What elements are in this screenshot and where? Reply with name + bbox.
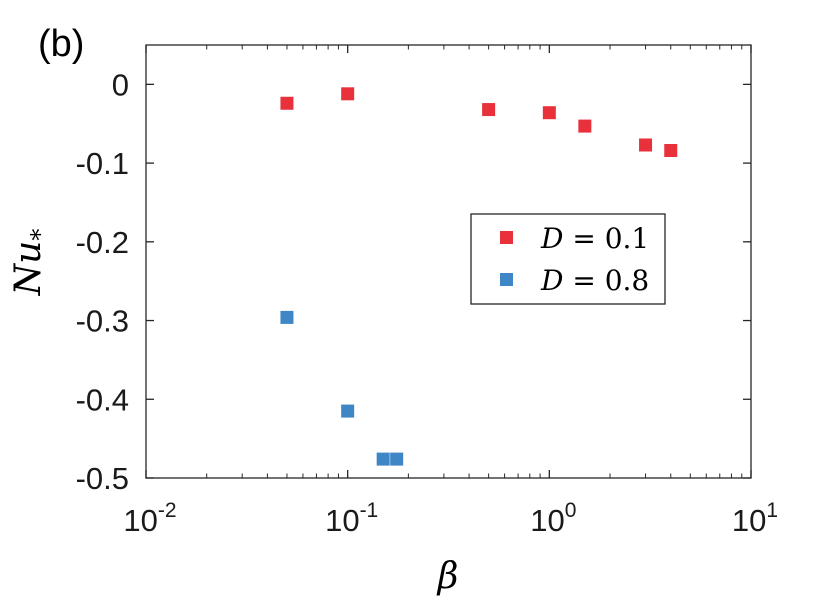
legend-label-d01: D = 0.1 xyxy=(540,222,649,255)
y-axis-tick-labels: 0 -0.1 -0.2 -0.3 -0.4 -0.5 xyxy=(76,67,129,496)
data-point xyxy=(639,138,653,152)
y-tick-label: -0.5 xyxy=(76,461,129,496)
data-point xyxy=(390,452,404,466)
x-axis-label: β xyxy=(436,556,459,597)
x-tick-label: 100 xyxy=(530,499,576,538)
y-axis-label: Nu* xyxy=(8,229,54,297)
data-point xyxy=(280,96,294,110)
legend-value-d01: = 0.1 xyxy=(563,222,649,255)
x-tick-label: 10-1 xyxy=(325,499,378,538)
y-tick-label: -0.2 xyxy=(76,225,129,260)
data-point xyxy=(341,404,355,418)
plot-frame xyxy=(145,44,752,479)
legend-marker-d01 xyxy=(500,231,513,244)
panel-label: (b) xyxy=(38,23,84,65)
legend-marker-d08 xyxy=(500,273,513,286)
series-d01 xyxy=(280,87,678,157)
legend: D = 0.1 D = 0.8 xyxy=(470,213,666,305)
data-point xyxy=(578,119,592,133)
series-d08 xyxy=(280,310,404,466)
legend-label-d08: D = 0.8 xyxy=(540,264,649,297)
y-tick-label: 0 xyxy=(112,67,129,102)
y-axis-label-main: Nu xyxy=(8,241,49,297)
legend-var-d01: D xyxy=(540,222,563,255)
data-point xyxy=(664,143,678,157)
y-tick-label: -0.4 xyxy=(76,382,129,417)
data-point xyxy=(341,87,355,101)
x-tick-label: 101 xyxy=(732,499,778,538)
x-axis-ticks xyxy=(145,45,752,478)
x-tick-label: 10-2 xyxy=(123,499,176,538)
data-series xyxy=(280,87,678,466)
data-point xyxy=(376,452,390,466)
legend-value-d08: = 0.8 xyxy=(563,264,649,297)
y-tick-label: -0.3 xyxy=(76,304,129,339)
y-axis-label-subscript: * xyxy=(26,229,54,241)
data-point xyxy=(542,106,556,120)
legend-box xyxy=(470,213,666,305)
data-point xyxy=(482,103,496,117)
x-axis-tick-labels: 10-2 10-1 100 101 xyxy=(123,499,778,538)
data-point xyxy=(280,310,294,324)
y-axis-ticks xyxy=(146,83,751,479)
legend-var-d08: D xyxy=(540,264,563,297)
y-tick-label: -0.1 xyxy=(76,146,129,181)
